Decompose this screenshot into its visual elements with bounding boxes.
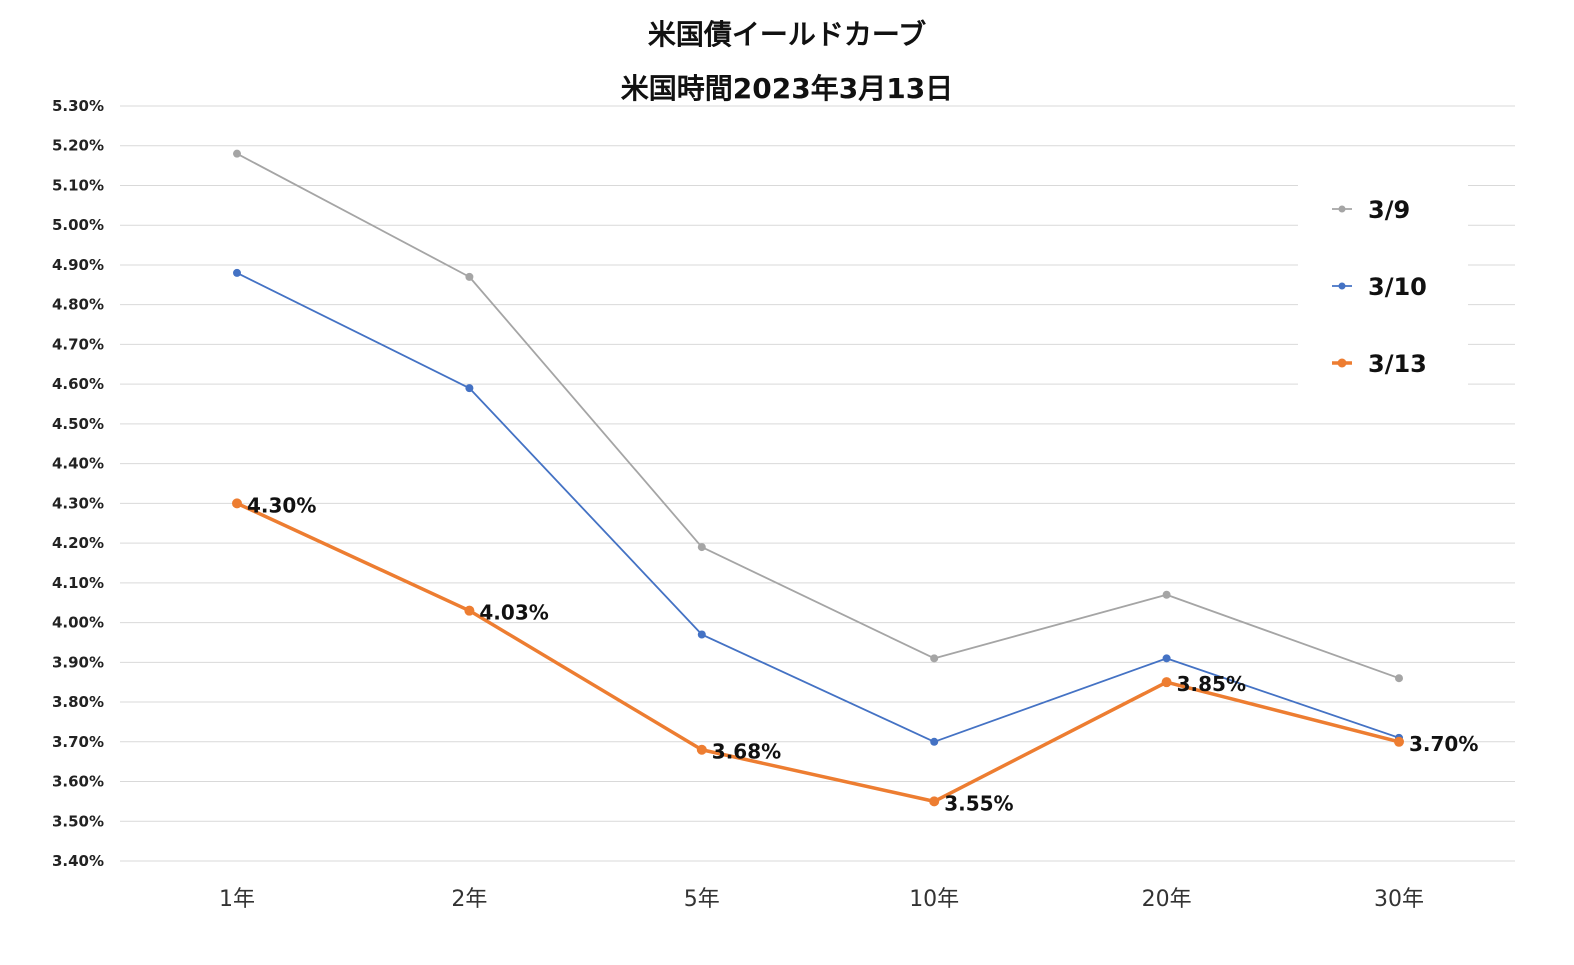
y-tick-label: 5.30%: [52, 97, 104, 115]
y-tick-label: 4.40%: [52, 455, 104, 473]
data-label: 4.30%: [247, 493, 316, 517]
data-point: [1394, 736, 1404, 747]
x-axis-ticks: 1年 2年 5年 10年 20年 30年: [219, 887, 1424, 912]
data-point: [1395, 674, 1403, 683]
data-point: [233, 268, 241, 277]
data-label: 3.85%: [1177, 672, 1246, 696]
legend: 3/9 3/10 3/13: [1298, 172, 1468, 390]
data-point: [464, 605, 475, 616]
legend-label: 3/9: [1368, 196, 1410, 224]
legend-swatch-marker: [1337, 358, 1347, 368]
y-tick-label: 4.60%: [52, 375, 104, 393]
legend-swatch-marker: [1338, 282, 1346, 290]
x-tick-label: 10年: [909, 887, 959, 912]
x-tick-label: 1年: [219, 887, 255, 912]
y-tick-label: 5.20%: [52, 137, 104, 155]
y-tick-label: 5.00%: [52, 216, 104, 234]
data-point: [465, 384, 474, 393]
data-point: [697, 630, 706, 639]
legend-label: 3/13: [1368, 350, 1427, 378]
y-tick-label: 4.30%: [52, 494, 104, 512]
series-lines: 4.30% 4.03% 3.68% 3.55% 3.85% 3.70%: [232, 149, 1478, 815]
y-tick-label: 3.40%: [52, 852, 104, 870]
y-tick-label: 4.50%: [52, 415, 104, 433]
data-label: 3.70%: [1409, 732, 1478, 756]
gridlines: [120, 105, 1515, 862]
y-tick-label: 4.00%: [52, 614, 104, 632]
y-axis-ticks: 3.40% 3.50% 3.60% 3.70% 3.80% 3.90% 4.00% 4.10%…: [52, 97, 104, 870]
y-tick-label: 4.90%: [52, 256, 104, 274]
x-tick-label: 30年: [1374, 887, 1424, 912]
chart-subtitle: 米国時間2023年3月13日: [621, 72, 953, 105]
series-line-3: [236, 501, 1400, 804]
y-tick-label: 4.70%: [52, 335, 104, 353]
data-label: 4.03%: [479, 601, 548, 625]
data-point: [465, 272, 474, 281]
y-tick-label: 3.80%: [52, 693, 104, 711]
y-tick-label: 4.80%: [52, 296, 104, 314]
data-point: [930, 654, 939, 663]
data-point: [929, 796, 940, 807]
y-tick-label: 3.90%: [52, 653, 104, 671]
data-point: [697, 543, 706, 552]
data-point: [1162, 590, 1171, 599]
series-line-1: [236, 152, 1400, 680]
y-tick-label: 5.10%: [52, 176, 104, 194]
data-label: 3.55%: [944, 791, 1013, 815]
data-label: 3.68%: [712, 740, 781, 764]
data-point: [232, 498, 242, 509]
legend-swatch-marker: [1338, 205, 1346, 213]
x-tick-label: 2年: [451, 887, 487, 912]
y-tick-label: 4.10%: [52, 574, 104, 592]
data-point: [233, 149, 241, 158]
x-tick-label: 20年: [1142, 887, 1192, 912]
series-line-2: [236, 272, 1400, 743]
data-point: [696, 744, 707, 755]
legend-label: 3/10: [1368, 273, 1427, 301]
data-point: [1161, 677, 1172, 688]
y-tick-label: 4.20%: [52, 534, 104, 552]
data-point: [1162, 654, 1171, 663]
legend-background: [1298, 172, 1468, 390]
y-tick-label: 3.60%: [52, 773, 104, 791]
data-point: [930, 737, 939, 746]
y-tick-label: 3.70%: [52, 733, 104, 751]
y-tick-label: 3.50%: [52, 812, 104, 830]
chart-title: 米国債イールドカーブ: [648, 18, 926, 51]
x-tick-label: 5年: [684, 887, 720, 912]
